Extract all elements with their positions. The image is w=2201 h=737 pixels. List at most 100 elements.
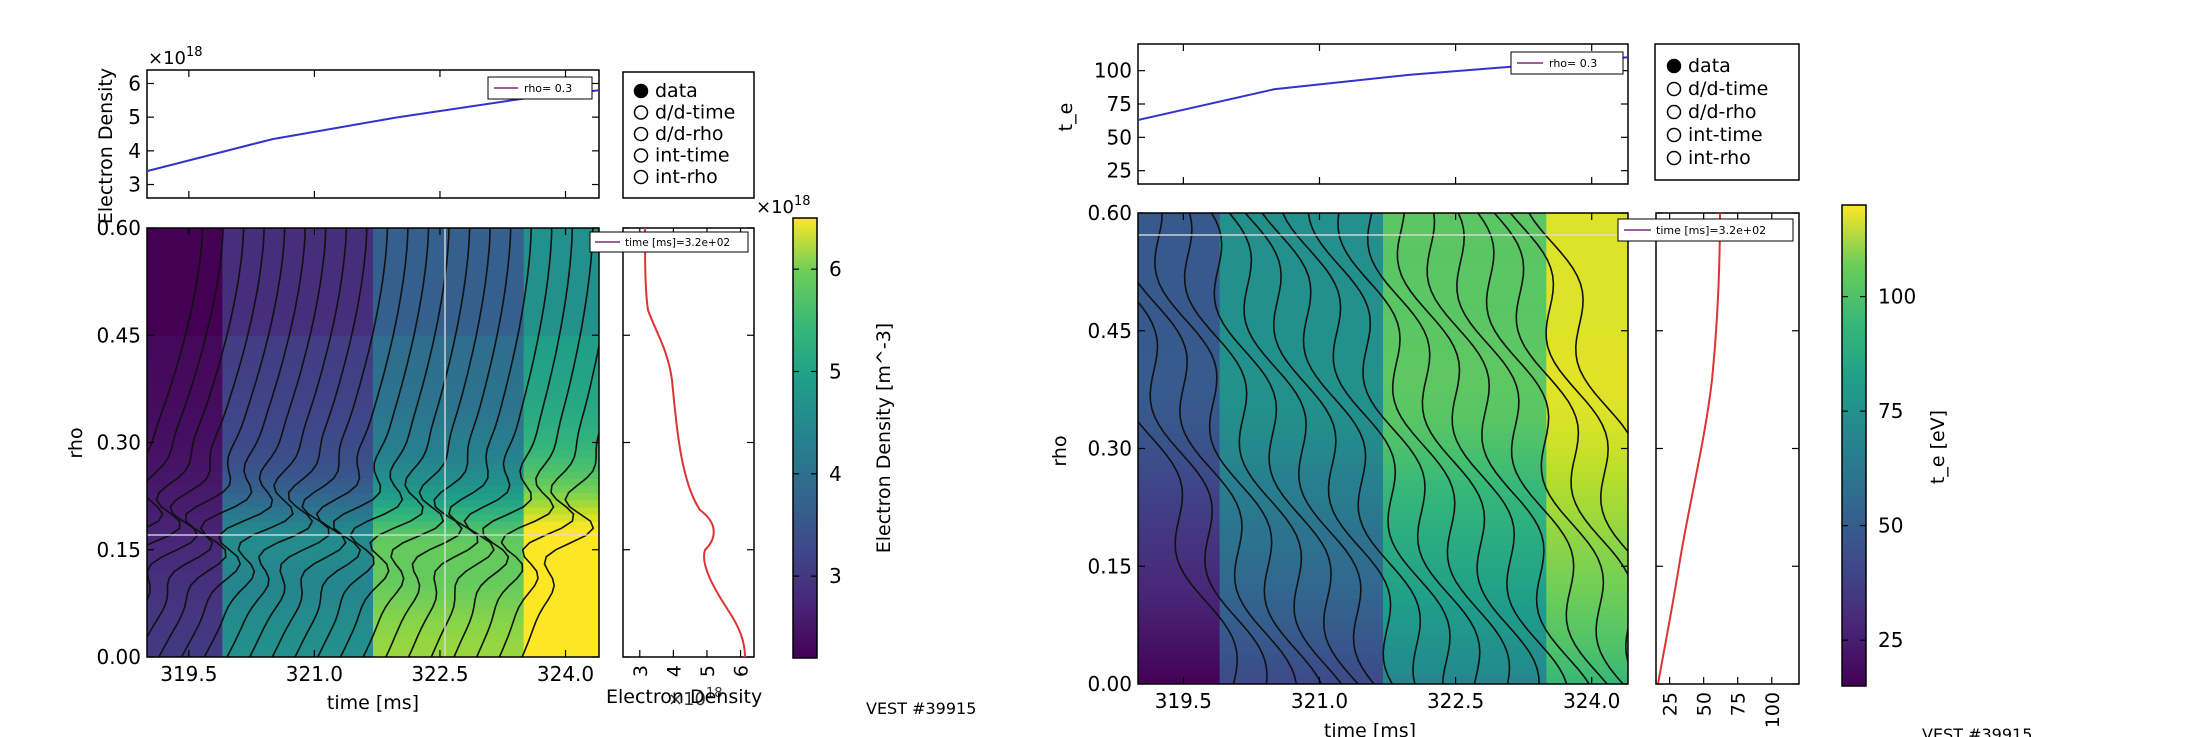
right-heatmap-xtick-label: 324.0	[1563, 689, 1620, 713]
heatmap-cell	[523, 306, 599, 315]
heatmap-cell	[222, 320, 374, 329]
heatmap-cell	[523, 434, 599, 443]
heatmap-cell	[523, 642, 599, 651]
heatmap-cell	[147, 620, 223, 629]
right-heatmap-ytick-label: 0.60	[1087, 201, 1132, 225]
heatmap-cell	[373, 463, 525, 472]
heatmap-cell	[147, 234, 223, 243]
heatmap-cell	[222, 313, 374, 322]
heatmap-cell	[1383, 322, 1547, 332]
heatmap-cell	[1138, 416, 1221, 426]
heatmap-cell	[1138, 667, 1221, 677]
heatmap-cell	[373, 592, 525, 601]
heatmap-cell	[222, 442, 374, 451]
heatmap-cell	[373, 434, 525, 443]
heatmap-cell	[1138, 526, 1221, 536]
left-colorbar-ticks: 3 4 5 6	[793, 257, 842, 588]
left-ylabel: rho	[65, 427, 87, 458]
heatmap-cell	[1138, 573, 1221, 583]
heatmap-cell	[1546, 236, 1628, 245]
heatmap-cell	[1383, 393, 1547, 402]
heatmap-cell	[222, 327, 374, 336]
heatmap-cell	[1138, 424, 1221, 434]
heatmap-cell	[1546, 298, 1628, 308]
contour-line	[1477, 213, 1624, 684]
heatmap-cell	[523, 384, 599, 393]
heatmap-cell	[147, 506, 223, 515]
heatmap-cell	[1138, 652, 1221, 661]
heatmap-cell	[147, 399, 223, 408]
heatmap-cell	[222, 356, 374, 365]
left-profile-xtick-label: 4	[663, 665, 685, 677]
heatmap-cell	[147, 370, 223, 379]
heatmap-cell	[1219, 298, 1384, 308]
heatmap-cell	[373, 413, 525, 422]
heatmap-cell	[373, 313, 525, 322]
heatmap-cell	[1546, 659, 1628, 669]
right-timetrace-legend: rho= 0.3	[1510, 51, 1624, 75]
heatmap-cell	[222, 263, 374, 272]
heatmap-cell	[222, 513, 374, 522]
heatmap-cell	[1383, 644, 1547, 654]
left-footer: VEST #39915	[866, 699, 976, 718]
heatmap-cell	[1138, 345, 1221, 355]
left-timetrace-ytick-label: 3	[128, 173, 141, 197]
heatmap-cell	[222, 577, 374, 586]
heatmap-cell	[222, 277, 374, 286]
heatmap-cell	[222, 299, 374, 308]
heatmap-cell	[1383, 597, 1547, 606]
heatmap-cell	[373, 534, 525, 544]
heatmap-cell	[1383, 400, 1547, 410]
heatmap-cell	[1383, 432, 1547, 442]
heatmap-cell	[147, 499, 223, 508]
heatmap-cell	[1546, 644, 1628, 654]
right-heatmap-xtick-label: 319.5	[1155, 689, 1212, 713]
heatmap-cell	[222, 627, 374, 637]
heatmap-cell	[1138, 314, 1221, 324]
left-heatmap-ytick-label: 0.45	[96, 323, 141, 347]
left-timetrace-ylabel: Electron Density	[95, 68, 117, 224]
heatmap-cell	[147, 534, 223, 544]
heatmap-cell	[1138, 644, 1221, 654]
contour-line	[407, 228, 532, 657]
right-xlabel: time [ms]	[1324, 720, 1416, 737]
heatmap-cell	[1219, 581, 1384, 591]
heatmap-cell	[222, 592, 374, 601]
heatmap-cell	[1383, 416, 1547, 426]
heatmap-cell	[523, 484, 599, 494]
heatmap-cell	[222, 391, 374, 401]
heatmap-cell	[147, 592, 223, 601]
heatmap-cell	[373, 327, 525, 336]
left-heatmap-panel: 0.00 0.15 0.30 0.45 0.60 319.5 321.0 322.5 324.0…	[65, 216, 600, 714]
heatmap-cell	[373, 642, 525, 651]
heatmap-cell	[1383, 479, 1547, 489]
contour-line	[1261, 213, 1422, 684]
heatmap-cell	[1383, 455, 1547, 465]
heatmap-cell	[523, 399, 599, 408]
heatmap-cell	[373, 320, 525, 329]
heatmap-cell	[147, 492, 223, 501]
heatmap-cell	[373, 256, 525, 265]
heatmap-cell	[1138, 291, 1221, 300]
heatmap-cell	[147, 570, 223, 579]
heatmap-cell	[1219, 259, 1384, 269]
heatmap-cell	[1383, 565, 1547, 575]
heatmap-cell	[373, 306, 525, 315]
right-profile-panel: 25 50 75 100 time [ms]=3.2e+02	[1617, 212, 1800, 728]
left-radio-data	[633, 83, 649, 99]
heatmap-cell	[222, 570, 374, 579]
contour-line	[475, 228, 594, 657]
contour-line	[1528, 213, 1628, 435]
heatmap-cell	[523, 649, 599, 657]
heatmap-cell	[1219, 605, 1384, 614]
heatmap-cell	[222, 534, 374, 544]
heatmap-cell	[523, 427, 599, 436]
heatmap-cell	[1219, 275, 1384, 285]
heatmap-cell	[1383, 550, 1547, 559]
heatmap-cell	[1383, 487, 1547, 497]
heatmap-cell	[373, 291, 525, 300]
heatmap-cell	[1383, 345, 1547, 355]
left-heatmap-ytick-label: 0.15	[96, 538, 141, 562]
heatmap-cell	[1546, 487, 1628, 497]
